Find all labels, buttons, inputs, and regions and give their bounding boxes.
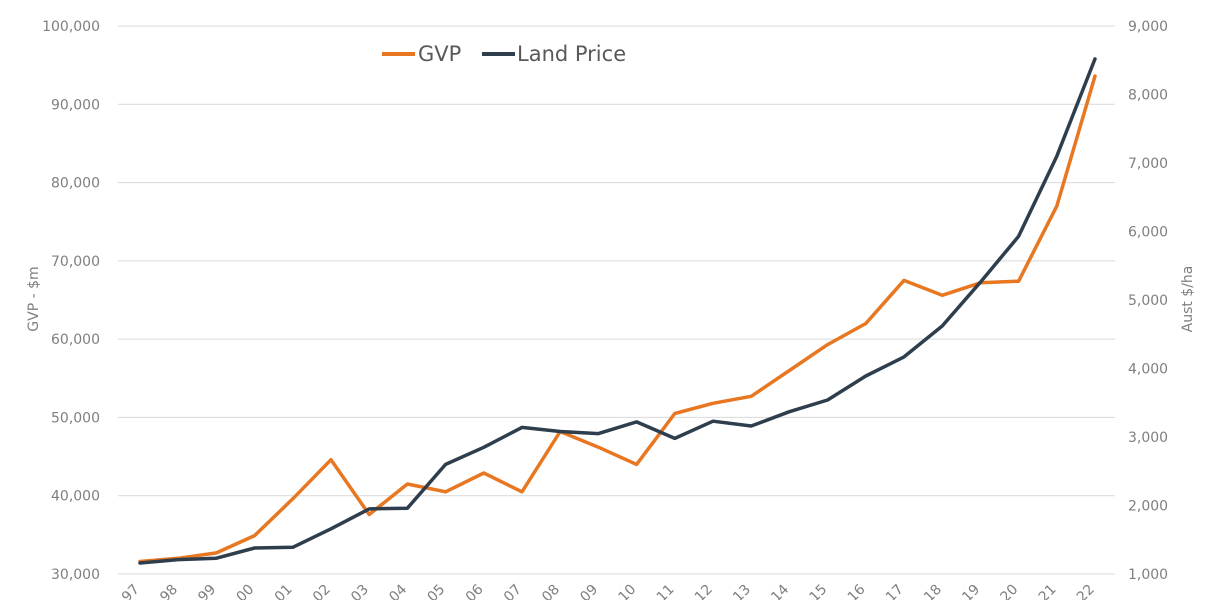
- left-tick-label: 90,000: [51, 97, 100, 113]
- x-tick-label: 17: [883, 582, 907, 600]
- x-tick-label: 04: [386, 581, 410, 600]
- legend-label-gvp: GVP: [418, 42, 461, 66]
- x-tick-label: 16: [845, 581, 869, 600]
- left-y-axis: 30,000 40,000 50,000 60,000 70,000 80,000 90,0…: [42, 19, 100, 583]
- x-tick-label: 18: [921, 582, 945, 600]
- left-tick-label: 50,000: [51, 410, 100, 426]
- series-line-gvp: [138, 74, 1097, 564]
- right-tick-label: 9,000: [1128, 19, 1168, 35]
- x-tick-label: 01: [272, 582, 296, 600]
- series-lines: [138, 57, 1097, 565]
- legend: GVP Land Price: [382, 42, 626, 66]
- left-tick-label: 80,000: [51, 176, 100, 192]
- left-axis-title: GVP - $m: [26, 266, 42, 331]
- x-tick-label: 02: [310, 582, 334, 600]
- right-tick-label: 8,000: [1128, 88, 1168, 104]
- right-tick-label: 7,000: [1128, 156, 1168, 172]
- x-tick-label: 14: [768, 581, 792, 600]
- left-tick-label: 100,000: [42, 19, 100, 35]
- x-tick-label: 22: [1074, 582, 1098, 600]
- legend-label-land-price: Land Price: [517, 42, 626, 66]
- right-tick-label: 3,000: [1128, 430, 1168, 446]
- series-line-land-price: [138, 57, 1097, 565]
- right-axis-title: Aust $/ha: [1180, 266, 1196, 333]
- x-axis: 97 98 99 00 01 02 03 04 05 06 07 08 09 10 11 12 13 14 15 16…: [119, 581, 1098, 600]
- x-tick-label: 15: [807, 582, 831, 600]
- x-tick-label: 05: [425, 582, 449, 600]
- right-tick-label: 2,000: [1128, 499, 1168, 515]
- x-tick-label: 03: [348, 582, 372, 600]
- x-tick-label: 97: [119, 582, 143, 600]
- left-tick-label: 40,000: [51, 489, 100, 505]
- x-tick-label: 11: [654, 582, 678, 600]
- x-tick-label: 10: [616, 582, 640, 600]
- right-y-axis: 1,000 2,000 3,000 4,000 5,000 6,000 7,000 8,000…: [1128, 19, 1168, 583]
- gridlines: [118, 25, 1115, 575]
- x-tick-label: 09: [577, 582, 601, 600]
- left-tick-label: 30,000: [51, 567, 100, 583]
- right-tick-label: 6,000: [1128, 225, 1168, 241]
- right-tick-label: 5,000: [1128, 293, 1168, 309]
- x-tick-label: 13: [730, 582, 754, 600]
- right-tick-label: 4,000: [1128, 362, 1168, 378]
- x-tick-label: 20: [998, 582, 1022, 600]
- x-tick-label: 08: [539, 582, 563, 600]
- right-tick-label: 1,000: [1128, 567, 1168, 583]
- x-tick-label: 12: [692, 582, 716, 600]
- left-tick-label: 70,000: [51, 254, 100, 270]
- x-tick-label: 21: [1036, 582, 1060, 600]
- x-tick-label: 07: [501, 582, 525, 600]
- left-tick-label: 60,000: [51, 332, 100, 348]
- x-tick-label: 98: [157, 582, 181, 600]
- x-tick-label: 00: [234, 582, 258, 600]
- x-tick-label: 19: [959, 582, 983, 600]
- x-tick-label: 06: [463, 581, 487, 600]
- x-tick-label: 99: [195, 582, 219, 600]
